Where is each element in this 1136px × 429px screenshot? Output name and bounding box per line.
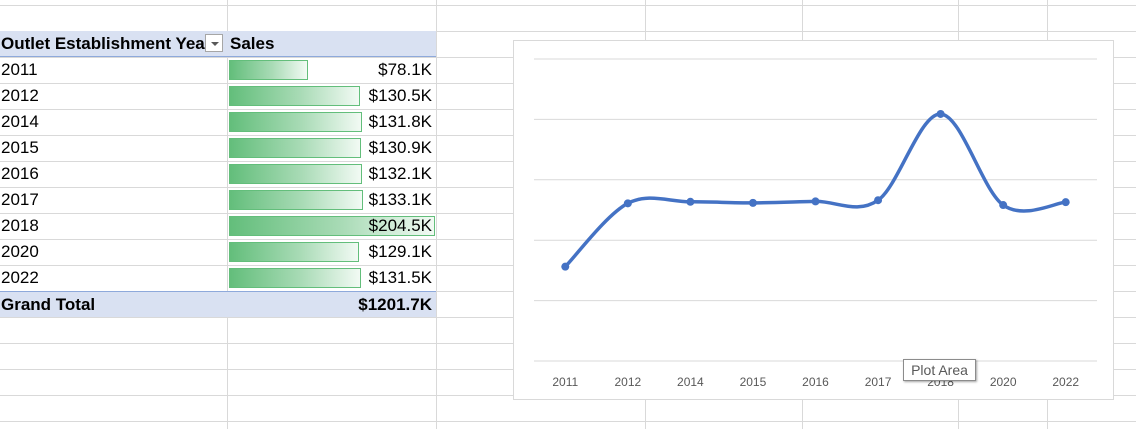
sales-line-chart[interactable]: 2011 2012 2014 2015 2016 2017 2018 2020 2022 <box>513 40 1114 400</box>
chart-canvas: 2011 2012 2014 2015 2016 2017 2018 2020 2022 <box>534 58 1097 389</box>
sales-cell[interactable]: $131.8K <box>368 112 432 131</box>
x-tick-label: 2022 <box>1052 375 1079 389</box>
grand-total-label[interactable]: Grand Total <box>1 295 96 314</box>
sales-data-bar <box>229 242 359 262</box>
year-cell[interactable]: 2015 <box>1 138 39 157</box>
data-point-2015[interactable] <box>748 198 757 207</box>
table-row[interactable]: 2015 $130.9K <box>0 135 436 161</box>
data-point-2012[interactable] <box>623 199 632 208</box>
year-cell[interactable]: 2020 <box>1 242 39 261</box>
sales-cell[interactable]: $130.9K <box>368 138 432 157</box>
grid-row-line <box>0 5 1136 6</box>
sales-cell[interactable]: $132.1K <box>368 164 432 183</box>
sales-cell[interactable]: $133.1K <box>368 190 432 209</box>
grid-column-line <box>227 0 228 429</box>
grid-row-line <box>0 421 1136 422</box>
year-cell[interactable]: 2022 <box>1 268 39 287</box>
year-cell[interactable]: 2011 <box>1 60 38 79</box>
table-row[interactable]: 2014 $131.8K <box>0 109 436 135</box>
sales-data-bar <box>229 86 360 106</box>
pivot-header-row: Outlet Establishment Yea Sales <box>0 31 436 57</box>
sales-cell[interactable]: $78.1K <box>378 60 432 79</box>
grid-column-line <box>436 0 437 429</box>
sales-cell[interactable]: $131.5K <box>368 268 432 287</box>
data-point-2022[interactable] <box>1061 198 1070 207</box>
year-cell[interactable]: 2014 <box>1 112 39 131</box>
year-cell[interactable]: 2017 <box>1 190 39 209</box>
table-row[interactable]: 2020 $129.1K <box>0 239 436 265</box>
sales-data-bar <box>229 268 361 288</box>
sales-data-bar <box>229 112 362 132</box>
sales-cell[interactable]: $204.5K <box>368 216 432 235</box>
table-row[interactable]: 2012 $130.5K <box>0 83 436 109</box>
sales-header[interactable]: Sales <box>230 34 275 53</box>
sales-data-bar <box>229 164 362 184</box>
data-point-2018[interactable] <box>936 109 945 118</box>
sales-data-bar <box>229 60 308 80</box>
data-point-2017[interactable] <box>874 196 883 205</box>
x-tick-label: 2016 <box>802 375 829 389</box>
table-row[interactable]: 2011 $78.1K <box>0 57 436 83</box>
data-point-2020[interactable] <box>999 201 1008 210</box>
sales-data-bar <box>229 138 361 158</box>
plot-area-tooltip: Plot Area <box>903 359 976 381</box>
filter-dropdown-icon[interactable] <box>205 34 223 52</box>
table-row[interactable]: 2017 $133.1K <box>0 187 436 213</box>
grand-total-row[interactable]: Grand Total $1201.7K <box>0 291 436 317</box>
table-row[interactable]: 2018 $204.5K <box>0 213 436 239</box>
x-tick-label: 2020 <box>990 375 1017 389</box>
data-point-2014[interactable] <box>686 197 695 206</box>
sales-cell[interactable]: $130.5K <box>368 86 432 105</box>
table-row[interactable]: 2016 $132.1K <box>0 161 436 187</box>
x-tick-label: 2012 <box>614 375 641 389</box>
year-cell[interactable]: 2018 <box>1 216 39 235</box>
x-tick-label: 2015 <box>740 375 767 389</box>
data-point-2016[interactable] <box>811 197 820 206</box>
sales-series-line[interactable] <box>563 112 1068 269</box>
sales-cell[interactable]: $129.1K <box>368 242 432 261</box>
grid-row-line <box>0 31 1136 32</box>
sales-data-bar <box>229 190 363 210</box>
table-row[interactable]: 2022 $131.5K <box>0 265 436 291</box>
data-point-2011[interactable] <box>561 262 570 271</box>
year-cell[interactable]: 2012 <box>1 86 39 105</box>
year-cell[interactable]: 2016 <box>1 164 39 183</box>
grand-total-value[interactable]: $1201.7K <box>358 295 432 314</box>
year-header[interactable]: Outlet Establishment Yea <box>1 34 205 53</box>
x-tick-label: 2011 <box>552 375 578 389</box>
x-tick-label: 2017 <box>865 375 892 389</box>
sales-data-bar <box>229 216 435 236</box>
x-tick-label: 2014 <box>677 375 704 389</box>
